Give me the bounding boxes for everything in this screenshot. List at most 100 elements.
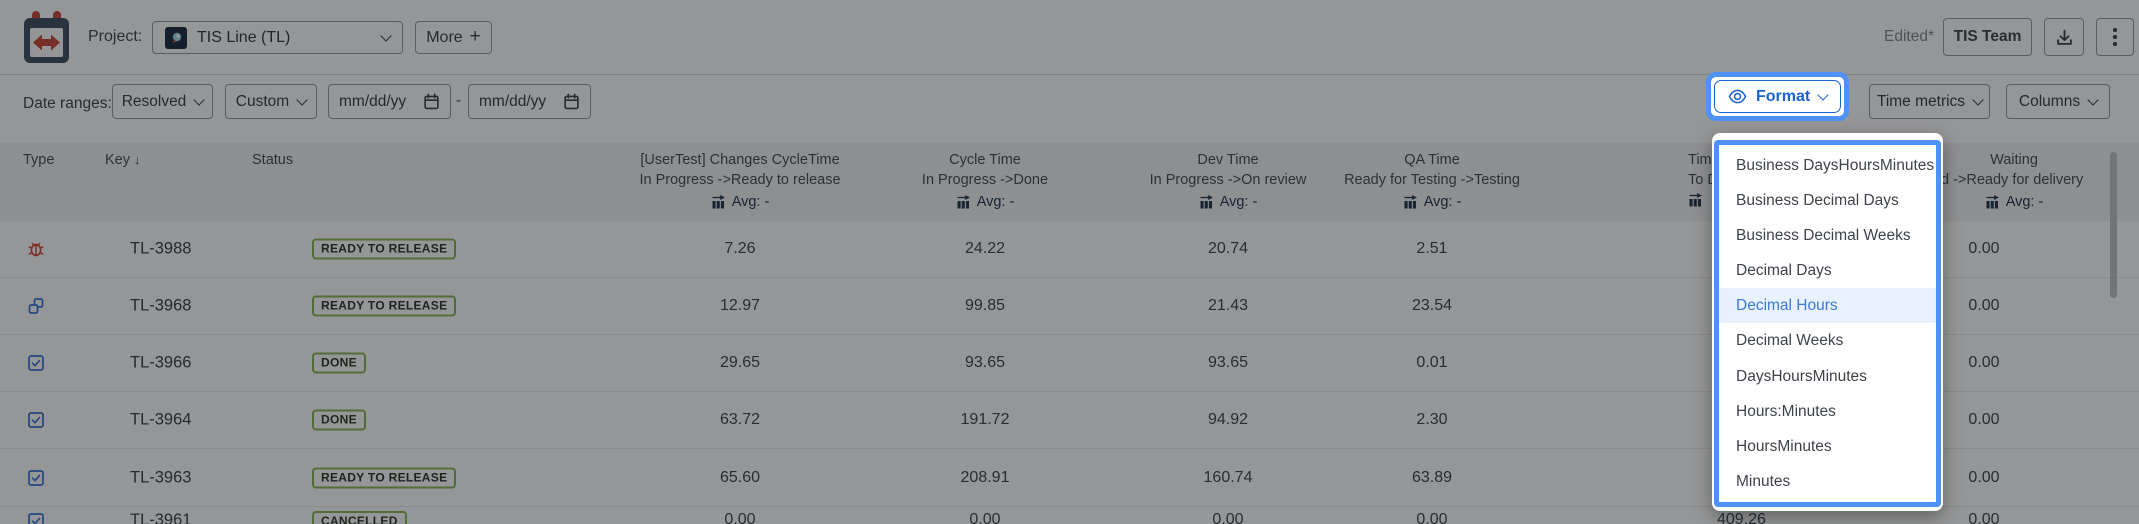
column-header-qa-time[interactable]: QA Time Ready for Testing ->Testing Avg:… (1282, 150, 1582, 212)
custom-range-dropdown[interactable]: Custom (225, 84, 317, 119)
column-subtitle: d ->Ready for delivery (1941, 172, 2084, 188)
value-qa-time: 0.01 (1416, 354, 1448, 371)
menu-item-decimal-days[interactable]: Decimal Days (1736, 262, 1832, 280)
date-to-value: mm/dd/yy (479, 92, 547, 110)
top-bar: Project: TIS Line (TL) More + Edited* TI… (0, 0, 2139, 75)
column-header-type[interactable]: Type (23, 152, 55, 168)
value-qa-time: 23.54 (1411, 297, 1453, 314)
issue-key[interactable]: TL-3988 (130, 239, 192, 258)
column-header-dev-time[interactable]: Dev Time In Progress ->On review Avg: - (1078, 150, 1378, 212)
avg-value: Avg: - (731, 194, 770, 210)
columns-label: Columns (2018, 92, 2081, 110)
resolved-dropdown[interactable]: Resolved (112, 84, 213, 119)
value-waiting: 0.00 (1968, 297, 2000, 314)
issue-key[interactable]: TL-3966 (130, 353, 192, 372)
histogram-avg-icon (712, 195, 725, 209)
column-header-usertest-changes-cycletime[interactable]: [UserTest] Changes CycleTime In Progress… (590, 150, 890, 212)
date-to-input[interactable]: mm/dd/yy (468, 84, 591, 119)
issue-key[interactable]: TL-3964 (130, 410, 192, 429)
project-select-value: TIS Line (TL) (197, 28, 291, 46)
project-select[interactable]: TIS Line (TL) (152, 21, 403, 54)
status-badge: CANCELLED (312, 511, 407, 524)
download-icon (2056, 29, 2072, 45)
format-menu-popup: Business DaysHoursMinutes Business Decim… (1712, 133, 1943, 511)
resolved-dropdown-value: Resolved (121, 92, 187, 110)
status-badge: DONE (312, 409, 366, 431)
value-usertest-cycletime: 12.97 (719, 297, 761, 314)
histogram-avg-icon (1689, 193, 1702, 207)
issue-key[interactable]: TL-3963 (130, 468, 192, 487)
value-waiting: 0.00 (1968, 411, 2000, 428)
column-subtitle: To D (1688, 172, 1718, 188)
menu-item-hours-colon-minutes[interactable]: Hours:Minutes (1736, 402, 1836, 420)
column-subtitle: In Progress ->On review (1149, 172, 1307, 188)
column-subtitle: In Progress ->Done (921, 172, 1049, 188)
column-header-time-partial[interactable]: Time To D (1688, 150, 1720, 213)
export-download-button[interactable] (2044, 18, 2084, 56)
menu-item-dayshoursminutes[interactable]: DaysHoursMinutes (1736, 367, 1867, 385)
histogram-avg-icon (1200, 195, 1213, 209)
value-cycle-time: 0.00 (969, 511, 1001, 524)
value-qa-time: 0.00 (1416, 511, 1448, 524)
menu-item-decimal-hours[interactable]: Decimal Hours (1719, 288, 1936, 324)
value-usertest-cycletime: 29.65 (719, 354, 761, 371)
column-title: Time (1688, 152, 1720, 168)
value-waiting: 0.00 (1968, 354, 2000, 371)
value-dev-time: 160.74 (1203, 469, 1253, 486)
more-button[interactable]: More + (415, 21, 492, 54)
column-title: [UserTest] Changes CycleTime (640, 152, 840, 168)
team-button[interactable]: TIS Team (1943, 18, 2032, 56)
task-issue-icon (28, 412, 44, 428)
sort-descending-icon: ↓ (134, 152, 141, 167)
kebab-dot (2113, 35, 2117, 39)
time-metrics-label: Time metrics (1876, 92, 1966, 110)
menu-item-minutes[interactable]: Minutes (1736, 472, 1791, 490)
column-header-status[interactable]: Status (252, 152, 294, 168)
vertical-scrollbar-thumb[interactable] (2110, 152, 2117, 298)
project-label: Project: (88, 28, 143, 45)
status-badge: READY TO RELEASE (312, 467, 457, 489)
value-dev-time: 93.65 (1207, 354, 1249, 371)
menu-item-hoursminutes[interactable]: HoursMinutes (1736, 437, 1832, 455)
avg-value: Avg: - (1219, 194, 1258, 210)
custom-range-value: Custom (235, 92, 290, 110)
column-header-waiting[interactable]: Waiting d ->Ready for delivery Avg: - (1864, 150, 2139, 212)
column-subtitle: In Progress ->Ready to release (639, 172, 841, 188)
value-dev-time: 21.43 (1207, 297, 1249, 314)
column-header-key[interactable]: Key ↓ (105, 152, 141, 168)
format-button-label: Format (1756, 87, 1811, 105)
menu-item-business-decimal-weeks[interactable]: Business Decimal Weeks (1736, 227, 1911, 245)
table-row[interactable]: TL-3961 CANCELLED 0.00 0.00 0.00 0.00 40… (0, 507, 2139, 524)
value-qa-time: 63.89 (1411, 469, 1453, 486)
calendar-icon (424, 93, 439, 110)
more-options-kebab-button[interactable] (2096, 18, 2134, 56)
column-header-cycle-time[interactable]: Cycle Time In Progress ->Done Avg: - (835, 150, 1135, 212)
value-waiting: 0.00 (1968, 469, 2000, 486)
issue-key[interactable]: TL-3968 (130, 296, 192, 315)
value-cycle-time: 191.72 (960, 411, 1010, 428)
date-from-input[interactable]: mm/dd/yy (328, 84, 451, 119)
histogram-avg-icon (1404, 195, 1417, 209)
more-button-label: More (426, 28, 463, 46)
columns-dropdown[interactable]: Columns (2006, 84, 2110, 119)
subtask-issue-icon (28, 298, 44, 314)
app-logo-calendar-arrows-icon (20, 9, 74, 72)
date-ranges-label: Date ranges: (23, 95, 112, 112)
value-dev-time: 0.00 (1212, 511, 1244, 524)
value-time: 409.26 (1717, 511, 1766, 524)
value-usertest-cycletime: 65.60 (719, 469, 761, 486)
format-menu-highlight-ring: Business DaysHoursMinutes Business Decim… (1714, 140, 1941, 507)
kebab-dot (2113, 42, 2117, 46)
status-badge: READY TO RELEASE (312, 238, 457, 260)
menu-item-business-dayshoursminutes[interactable]: Business DaysHoursMinutes (1736, 157, 1935, 174)
value-qa-time: 2.51 (1416, 240, 1448, 257)
eye-icon (1728, 89, 1747, 104)
column-title: QA Time (1404, 152, 1460, 168)
format-dropdown-button[interactable]: Format (1714, 80, 1842, 113)
menu-item-decimal-weeks[interactable]: Decimal Weeks (1736, 332, 1844, 350)
value-dev-time: 94.92 (1207, 411, 1249, 428)
issue-key[interactable]: TL-3961 (130, 511, 192, 524)
format-button-highlight-ring: Format (1706, 72, 1850, 121)
menu-item-business-decimal-days[interactable]: Business Decimal Days (1736, 192, 1899, 210)
time-metrics-dropdown[interactable]: Time metrics (1869, 84, 1990, 119)
